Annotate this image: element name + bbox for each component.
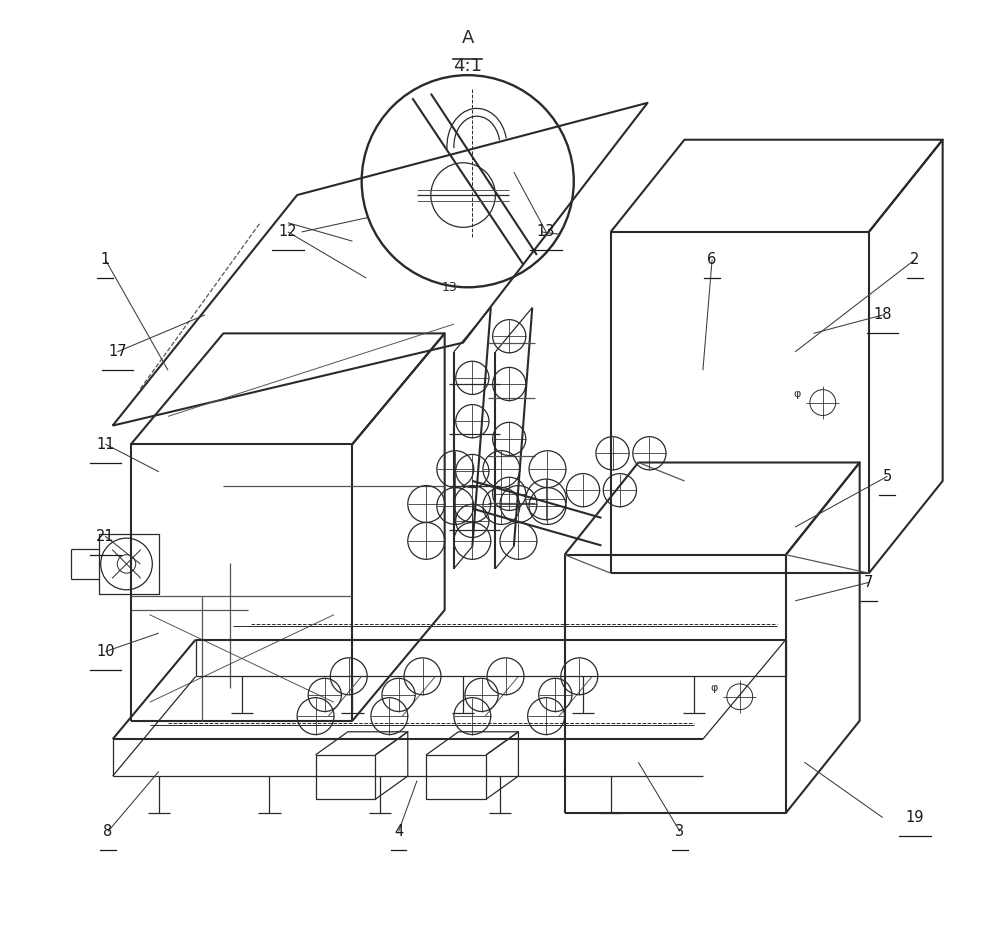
Text: 11: 11	[96, 437, 115, 451]
Text: 12: 12	[279, 225, 297, 240]
Text: 6: 6	[707, 253, 717, 267]
Text: 5: 5	[883, 469, 892, 484]
Text: 4:1: 4:1	[453, 57, 482, 75]
Text: 2: 2	[910, 253, 920, 267]
Text: 19: 19	[906, 810, 924, 825]
Text: 13: 13	[441, 281, 457, 294]
Text: 10: 10	[96, 644, 115, 659]
Text: 3: 3	[675, 824, 684, 839]
Text: 17: 17	[108, 344, 127, 359]
Text: 21: 21	[96, 529, 115, 544]
Text: 13: 13	[537, 225, 555, 240]
Text: 7: 7	[864, 575, 874, 590]
Text: φ: φ	[710, 684, 718, 693]
Text: 1: 1	[101, 253, 110, 267]
Text: 8: 8	[103, 824, 113, 839]
Text: 18: 18	[873, 307, 892, 323]
Text: φ: φ	[793, 389, 801, 399]
Text: A: A	[462, 30, 474, 47]
Text: 4: 4	[394, 824, 403, 839]
